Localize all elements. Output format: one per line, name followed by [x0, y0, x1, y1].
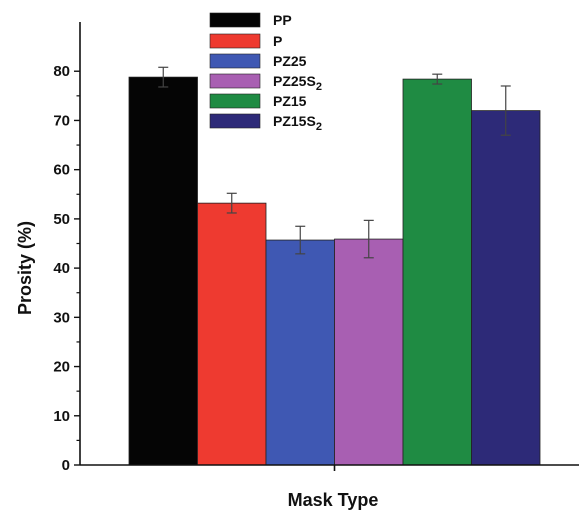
legend-swatch-PP: [209, 12, 261, 28]
error-bars-group: [158, 66, 511, 259]
x-axis-title: Mask Type: [288, 490, 379, 510]
y-tick-label-70: 70: [53, 112, 70, 129]
legend-label-PZ15: PZ15: [273, 93, 307, 109]
bar-PZ15S2: [471, 110, 541, 466]
legend-swatch-PZ15: [209, 93, 261, 109]
legend-swatch-P: [209, 33, 261, 49]
legend-label-PZ15S2: PZ15S2: [273, 113, 322, 133]
y-tick-label-0: 0: [62, 457, 70, 474]
legend-label-PZ25: PZ25: [273, 53, 307, 69]
legend-swatch-PZ15S2: [209, 113, 261, 129]
legend-label-PP: PP: [273, 12, 292, 28]
y-ticks-group: 0 10 20 30 40 50 60 70 80: [53, 63, 80, 474]
legend-label-PZ25S2: PZ25S2: [273, 73, 322, 93]
bar-PZ15: [402, 78, 472, 466]
y-tick-label-20: 20: [53, 359, 70, 376]
y-tick-label-50: 50: [53, 211, 70, 228]
legend-label-P: P: [273, 33, 282, 49]
y-tick-label-10: 10: [53, 408, 70, 425]
legend-swatch-PZ25S2: [209, 73, 261, 89]
bar-PZ25: [265, 239, 335, 466]
bars-group: [128, 76, 541, 466]
y-tick-label-40: 40: [53, 260, 70, 277]
bar-PZ25S2: [334, 238, 404, 466]
bar-P: [197, 202, 267, 466]
y-tick-label-80: 80: [53, 63, 70, 80]
y-tick-label-60: 60: [53, 162, 70, 179]
y-tick-label-30: 30: [53, 309, 70, 326]
y-axis-title: Prosity (%): [15, 221, 35, 315]
bar-PP: [128, 76, 198, 466]
legend-swatch-PZ25: [209, 53, 261, 69]
